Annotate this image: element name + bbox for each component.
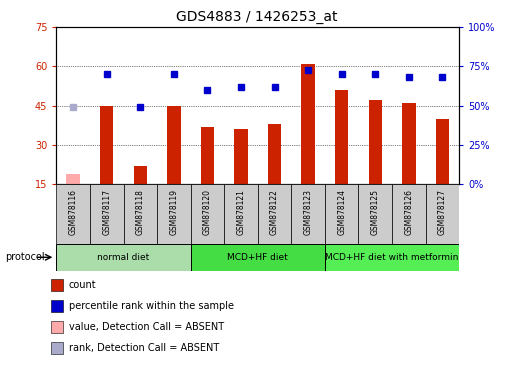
Bar xyxy=(291,184,325,244)
Bar xyxy=(325,244,459,271)
Text: GSM878125: GSM878125 xyxy=(371,189,380,235)
Bar xyxy=(133,166,147,184)
Text: GSM878122: GSM878122 xyxy=(270,189,279,235)
Bar xyxy=(67,174,80,184)
Text: GSM878116: GSM878116 xyxy=(69,189,77,235)
Bar xyxy=(325,184,359,244)
Bar xyxy=(426,184,459,244)
Bar xyxy=(124,184,157,244)
Bar xyxy=(224,184,258,244)
Text: normal diet: normal diet xyxy=(97,253,150,262)
Text: MCD+HF diet: MCD+HF diet xyxy=(227,253,288,262)
Bar xyxy=(402,103,416,184)
Bar xyxy=(56,244,191,271)
Bar xyxy=(201,127,214,184)
Bar xyxy=(100,106,113,184)
Text: GDS4883 / 1426253_at: GDS4883 / 1426253_at xyxy=(176,10,337,23)
Text: GSM878124: GSM878124 xyxy=(337,189,346,235)
Bar xyxy=(234,129,248,184)
Bar xyxy=(302,64,315,184)
Bar xyxy=(191,244,325,271)
Text: GSM878119: GSM878119 xyxy=(169,189,179,235)
Text: GSM878120: GSM878120 xyxy=(203,189,212,235)
Text: GSM878117: GSM878117 xyxy=(102,189,111,235)
Text: GSM878126: GSM878126 xyxy=(404,189,413,235)
Bar xyxy=(335,90,348,184)
Text: GSM878123: GSM878123 xyxy=(304,189,312,235)
Bar xyxy=(368,100,382,184)
Bar xyxy=(191,184,224,244)
Bar xyxy=(436,119,449,184)
Bar xyxy=(167,106,181,184)
Bar xyxy=(268,124,281,184)
Text: count: count xyxy=(69,280,96,290)
Text: MCD+HF diet with metformin: MCD+HF diet with metformin xyxy=(325,253,459,262)
Text: GSM878121: GSM878121 xyxy=(236,189,246,235)
Bar xyxy=(157,184,191,244)
Bar xyxy=(56,184,90,244)
Text: protocol: protocol xyxy=(5,252,45,262)
Text: value, Detection Call = ABSENT: value, Detection Call = ABSENT xyxy=(69,322,224,332)
Text: rank, Detection Call = ABSENT: rank, Detection Call = ABSENT xyxy=(69,343,219,353)
Bar xyxy=(258,184,291,244)
Text: GSM878118: GSM878118 xyxy=(136,189,145,235)
Bar xyxy=(90,184,124,244)
Text: GSM878127: GSM878127 xyxy=(438,189,447,235)
Text: percentile rank within the sample: percentile rank within the sample xyxy=(69,301,234,311)
Bar xyxy=(359,184,392,244)
Bar xyxy=(392,184,426,244)
